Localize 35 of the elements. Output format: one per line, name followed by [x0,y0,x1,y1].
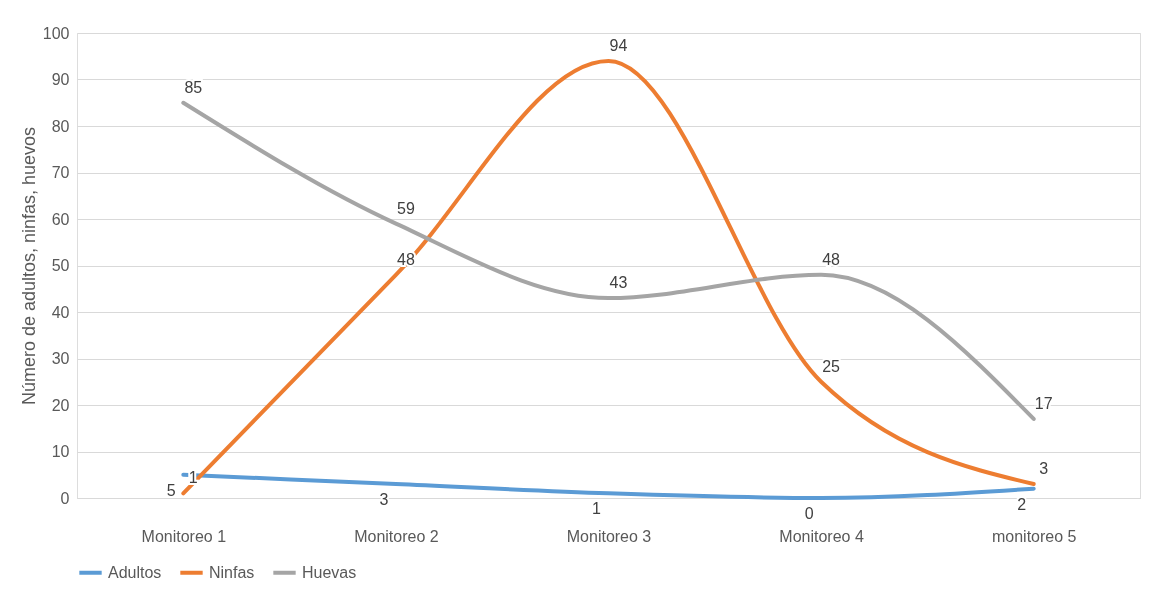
data-label: 48 [822,250,841,268]
data-label: 3 [379,491,389,509]
y-tick-label: 80 [51,117,70,135]
y-tick-label: 40 [51,303,70,321]
data-label: 1 [592,500,602,518]
y-tick-label: 20 [51,396,70,414]
data-label: 17 [1034,394,1053,412]
data-label: 2 [1017,495,1027,513]
data-label: 59 [397,199,415,217]
x-tick-label: monitoreo 5 [991,527,1077,545]
x-tick-label: Monitoreo 2 [354,527,439,545]
legend-label: Ninfas [209,563,255,581]
y-tick-label: 50 [51,257,70,274]
y-tick-label: 0 [60,489,70,507]
x-tick-label: Monitoreo 3 [566,527,652,545]
y-tick-label: 100 [42,24,70,42]
data-label: 0 [804,505,814,522]
y-tick-label: 90 [51,71,70,88]
data-label: 85 [184,78,203,96]
line-series [181,100,1036,421]
y-tick-label: 70 [51,164,70,181]
y-tick-label: 60 [51,210,70,228]
y-tick-label: 10 [51,443,70,460]
x-tick-label: Monitoreo 1 [141,527,227,545]
legend-label: Huevas [302,563,357,581]
data-label: 5 [166,481,176,499]
data-label: 3 [1039,460,1049,478]
x-tick-label: Monitoreo 4 [779,527,864,545]
data-label: 94 [609,36,628,54]
legend-label: Adultos [108,563,162,581]
data-label: 25 [822,357,841,375]
y-axis-title: Número de adultos, ninfas, huevos [18,126,39,406]
y-tick-label: 30 [51,350,70,367]
data-label: 43 [609,274,628,292]
data-label: 1 [188,469,198,487]
